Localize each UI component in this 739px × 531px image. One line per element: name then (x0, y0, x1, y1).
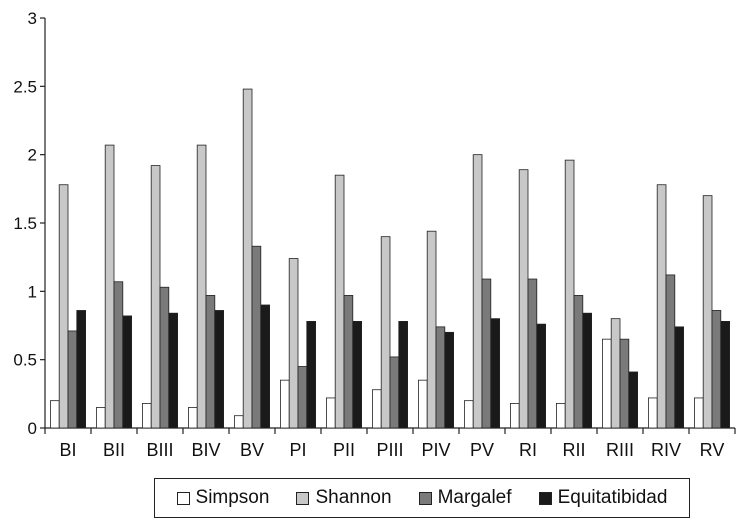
bar-simpson-bii (96, 407, 106, 429)
legend-swatch-equitatibidad (538, 491, 552, 505)
bar-equitatibidad-pii (352, 320, 362, 429)
y-tick-label: 3 (28, 9, 37, 28)
bar-margalef-bi (67, 330, 78, 429)
y-tick-label: 0 (28, 419, 37, 438)
x-tick-label: PV (470, 440, 494, 460)
legend-item-margalef: Margalef (418, 487, 512, 509)
bar-shannon-pv (472, 154, 483, 429)
bar-margalef-bii (113, 281, 124, 429)
bar-shannon-bii (104, 144, 115, 429)
bar-simpson-riii (602, 338, 612, 429)
bar-margalef-biv (205, 295, 216, 429)
x-tick-label: PII (333, 440, 355, 460)
bar-shannon-rii (564, 159, 575, 429)
bar-chart: 0 0.5 1 1.5 2 2.5 3 BI BII BIII BIV BV PI PII PIII PIV P… (13, 9, 736, 460)
bar-shannon-bv (242, 88, 253, 429)
bar-margalef-pi (297, 366, 308, 429)
bar-simpson-riv (648, 397, 658, 429)
bar-shannon-bi (58, 184, 69, 429)
x-tick-label: BII (103, 440, 125, 460)
x-tick-label: BI (59, 440, 76, 460)
x-tick-label: RIV (651, 440, 681, 460)
y-tick-label: 0.5 (13, 351, 37, 370)
bar-shannon-riii (610, 318, 621, 429)
bar-simpson-biv (187, 407, 198, 429)
bar-equitatibidad-bv (260, 304, 270, 429)
x-tick-label: BIII (146, 440, 173, 460)
x-tick-label: PIV (421, 440, 450, 460)
bar-equitatibidad-piv (444, 331, 454, 429)
bar-margalef-biii (159, 286, 170, 429)
y-tick-label: 1.5 (13, 214, 37, 233)
bar-equitatibidad-riii (628, 371, 638, 429)
bar-shannon-biv (196, 144, 207, 429)
bar-equitatibidad-biv (214, 310, 225, 429)
bar-margalef-piii (389, 356, 400, 429)
x-tick-label: BIV (191, 440, 220, 460)
legend-swatch-shannon (296, 491, 310, 505)
bar-margalef-riv (665, 274, 676, 429)
bar-simpson-pii (325, 397, 336, 429)
legend-swatch-margalef (418, 491, 432, 505)
bar-equitatibidad-rv (720, 320, 730, 429)
legend-label-simpson: Simpson (195, 487, 270, 508)
bar-simpson-biii (141, 402, 152, 429)
y-tick-label: 1 (28, 282, 37, 301)
bar-margalef-riii (619, 338, 630, 429)
bar-margalef-pii (343, 295, 354, 429)
bar-shannon-rv (702, 195, 713, 429)
bar-simpson-ri (509, 402, 520, 429)
y-tick-label: 2.5 (13, 77, 37, 96)
legend-swatch-simpson (176, 491, 190, 505)
legend-label-margalef: Margalef (437, 487, 512, 508)
bar-equitatibidad-bii (122, 315, 133, 429)
legend-item-shannon: Shannon (296, 487, 392, 509)
y-tick-label: 2 (28, 146, 37, 165)
bar-simpson-piv (417, 379, 428, 429)
bar-simpson-pv (463, 400, 474, 429)
legend-label-shannon: Shannon (315, 487, 392, 508)
bar-simpson-rv (694, 397, 704, 429)
bar-simpson-bv (233, 415, 244, 429)
bar-shannon-biii (150, 165, 161, 429)
bar-simpson-bi (50, 400, 60, 429)
bar-equitatibidad-pi (306, 320, 316, 429)
bar-equitatibidad-riv (674, 326, 684, 429)
legend-label-equitatibidad: Equitatibidad (557, 487, 668, 508)
bar-shannon-ri (518, 169, 529, 429)
bar-margalef-ri (527, 278, 538, 429)
bar-shannon-pi (288, 258, 299, 429)
bar-equitatibidad-bi (76, 310, 87, 429)
x-tick-label: RIII (606, 440, 634, 460)
bars (50, 88, 730, 429)
x-tick-label: PIII (376, 440, 403, 460)
legend-item-simpson: Simpson (176, 487, 270, 509)
bar-shannon-piv (426, 230, 437, 429)
bar-shannon-riv (656, 184, 667, 429)
bar-margalef-piv (435, 326, 446, 429)
bar-simpson-pi (279, 379, 290, 429)
x-tick-label: RV (700, 440, 725, 460)
bar-equitatibidad-ri (536, 323, 546, 429)
x-tick-label: RII (562, 440, 585, 460)
bar-margalef-pv (481, 278, 492, 429)
x-tick-label: RI (519, 440, 537, 460)
x-tick-label: PI (289, 440, 306, 460)
bar-simpson-piii (371, 389, 382, 429)
bar-shannon-pii (334, 174, 345, 429)
bar-equitatibidad-piii (398, 320, 408, 429)
labels: 0 0.5 1 1.5 2 2.5 3 BI BII BIII BIV BV PI PII PIII PIV P… (13, 9, 724, 460)
bar-margalef-bv (251, 245, 262, 429)
bar-equitatibidad-biii (168, 312, 179, 429)
bar-shannon-piii (380, 236, 391, 429)
bar-margalef-rv (711, 310, 722, 429)
bar-equitatibidad-rii (582, 312, 592, 429)
x-tick-label: BV (240, 440, 264, 460)
legend-item-equitatibidad: Equitatibidad (538, 487, 668, 509)
bar-simpson-rii (556, 402, 566, 429)
bar-equitatibidad-pv (490, 318, 500, 429)
bar-margalef-rii (573, 295, 584, 429)
legend: Simpson Shannon Margalef Equitatibidad (154, 478, 690, 518)
